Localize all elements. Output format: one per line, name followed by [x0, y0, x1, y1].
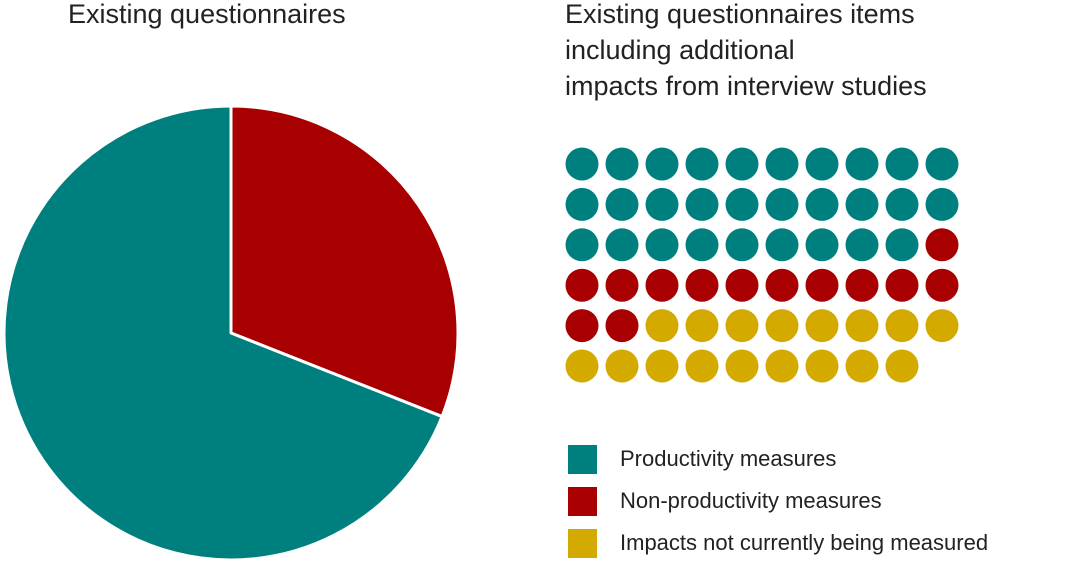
- waffle-dot-non-productivity: [925, 228, 959, 262]
- waffle-dot-productivity: [805, 228, 839, 262]
- waffle-dot-non-productivity: [805, 268, 839, 302]
- waffle-dot-non-productivity: [725, 268, 759, 302]
- waffle-dot-non-productivity: [645, 268, 679, 302]
- waffle-dot-productivity: [765, 147, 799, 181]
- legend-item-not-measured: Impacts not currently being measured: [568, 522, 988, 564]
- waffle-dot-productivity: [725, 147, 759, 181]
- waffle-dot-productivity: [885, 147, 919, 181]
- waffle-dot-non-productivity: [605, 309, 639, 343]
- waffle-dot-productivity: [565, 187, 599, 221]
- waffle-dot-productivity: [685, 147, 719, 181]
- waffle-dot-non-productivity: [605, 268, 639, 302]
- waffle-title-line-3: impacts from interview studies: [565, 71, 927, 101]
- waffle-dot-productivity: [885, 187, 919, 221]
- legend-label-not-measured: Impacts not currently being measured: [620, 530, 989, 555]
- waffle-dot-non-productivity: [565, 268, 599, 302]
- waffle-dot-productivity: [605, 147, 639, 181]
- waffle-dot-productivity: [565, 228, 599, 262]
- waffle-dot-non-productivity: [845, 268, 879, 302]
- waffle-dot-productivity: [885, 228, 919, 262]
- waffle-dot-productivity: [925, 147, 959, 181]
- waffle-dot-productivity: [685, 187, 719, 221]
- waffle-dot-productivity: [725, 228, 759, 262]
- waffle-dot-productivity: [845, 228, 879, 262]
- waffle-dot-not-measured: [685, 349, 719, 383]
- waffle-dot-productivity: [765, 228, 799, 262]
- waffle-dot-not-measured: [765, 349, 799, 383]
- legend-swatch-not-measured: [568, 528, 597, 558]
- legend-item-non-productivity: Non-productivity measures: [568, 480, 988, 522]
- waffle-dot-non-productivity: [565, 309, 599, 343]
- waffle-dot-not-measured: [885, 349, 919, 383]
- legend-label-productivity: Productivity measures: [620, 446, 837, 471]
- waffle-dot-not-measured: [725, 349, 759, 383]
- legend: Productivity measures Non-productivity m…: [568, 438, 988, 564]
- waffle-dot-not-measured: [845, 309, 879, 343]
- waffle-chart: [565, 147, 959, 383]
- waffle-dot-not-measured: [765, 309, 799, 343]
- waffle-dot-productivity: [805, 147, 839, 181]
- waffle-dot-productivity: [645, 187, 679, 221]
- legend-swatch-productivity: [568, 444, 597, 474]
- waffle-dot-productivity: [685, 228, 719, 262]
- legend-label-non-productivity: Non-productivity measures: [620, 488, 882, 513]
- pie-slice-non-productivity: [229, 104, 460, 419]
- pie-chart: [2, 104, 460, 562]
- waffle-dot-not-measured: [805, 349, 839, 383]
- waffle-dot-productivity: [845, 187, 879, 221]
- waffle-dot-productivity: [765, 187, 799, 221]
- waffle-title-line-1: Existing questionnaires items: [565, 0, 915, 29]
- waffle-dot-productivity: [725, 187, 759, 221]
- pie-slice-productivity: [2, 104, 444, 562]
- waffle-dot-not-measured: [565, 349, 599, 383]
- waffle-dot-productivity: [805, 187, 839, 221]
- waffle-dot-non-productivity: [925, 268, 959, 302]
- waffle-dot-not-measured: [605, 349, 639, 383]
- legend-swatch-non-productivity: [568, 486, 597, 516]
- waffle-dot-productivity: [605, 187, 639, 221]
- waffle-dot-productivity: [645, 228, 679, 262]
- waffle-chart-title: Existing questionnaires items including …: [565, 0, 1075, 104]
- waffle-dot-not-measured: [645, 309, 679, 343]
- waffle-dot-productivity: [925, 187, 959, 221]
- waffle-dot-not-measured: [685, 309, 719, 343]
- waffle-dot-productivity: [565, 147, 599, 181]
- waffle-dot-non-productivity: [885, 268, 919, 302]
- waffle-dot-not-measured: [725, 309, 759, 343]
- pie-chart-title: Existing questionnaires: [68, 0, 346, 29]
- waffle-dot-not-measured: [805, 309, 839, 343]
- waffle-dot-not-measured: [885, 309, 919, 343]
- waffle-dot-productivity: [645, 147, 679, 181]
- waffle-dot-productivity: [605, 228, 639, 262]
- waffle-dot-non-productivity: [685, 268, 719, 302]
- waffle-dot-non-productivity: [765, 268, 799, 302]
- legend-item-productivity: Productivity measures: [568, 438, 988, 480]
- waffle-dot-productivity: [845, 147, 879, 181]
- waffle-dot-not-measured: [845, 349, 879, 383]
- waffle-dot-not-measured: [645, 349, 679, 383]
- waffle-dot-not-measured: [925, 309, 959, 343]
- waffle-title-line-2: including additional: [565, 35, 795, 65]
